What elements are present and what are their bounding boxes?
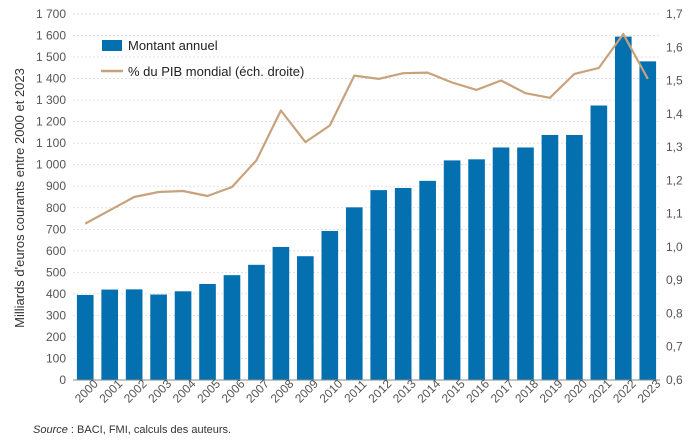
x-tick-label: 2019 <box>537 377 566 406</box>
y2-tick-label: 1,2 <box>666 173 683 187</box>
bar <box>199 283 216 380</box>
bar <box>639 61 657 380</box>
right-axis-ticks: 0,6 0,7 0,8 0,9 1,0 1,1 1,2 1,3 1,4 1,5 1,6 1,7 <box>666 7 683 387</box>
y2-tick-label: 1,7 <box>666 7 683 21</box>
y2-tick-label: 0,6 <box>666 373 683 387</box>
bar <box>566 134 583 380</box>
bar <box>492 147 510 380</box>
x-tick-label: 2007 <box>243 377 272 406</box>
y-tick-label: 700 <box>46 222 66 236</box>
bar <box>297 256 314 380</box>
x-tick-label: 2020 <box>561 377 590 406</box>
y-tick-label: 800 <box>46 201 66 215</box>
gridlines <box>73 13 660 359</box>
legend-label-bar: Montant annuel <box>128 38 218 53</box>
y-tick-label: 200 <box>46 330 66 344</box>
y2-tick-label: 1,5 <box>666 74 683 88</box>
x-tick-label: 2008 <box>268 377 297 406</box>
y-axis-label: Milliards d'euros courants entre 2000 et… <box>12 68 27 328</box>
bar <box>321 231 339 380</box>
source-note: Source : BACI, FMI, calculs des auteurs. <box>33 424 231 436</box>
bar <box>541 134 559 380</box>
bars <box>76 36 657 380</box>
bar <box>248 264 265 380</box>
bar <box>614 36 632 380</box>
bar <box>272 246 290 380</box>
y-tick-label: 400 <box>46 287 66 301</box>
bar <box>468 159 485 380</box>
y-tick-label: 0 <box>59 373 66 387</box>
x-tick-label: 2021 <box>586 377 615 406</box>
x-tick-label: 2017 <box>488 377 517 406</box>
bar <box>443 160 461 380</box>
bar <box>223 275 241 380</box>
x-tick-label: 2011 <box>341 377 369 405</box>
y-tick-label: 1 500 <box>36 50 66 64</box>
bar <box>101 289 119 380</box>
y2-tick-label: 1,0 <box>666 240 683 254</box>
x-tick-label: 2000 <box>72 377 101 406</box>
source-label: Source <box>33 424 68 436</box>
bar <box>76 294 94 380</box>
legend: Montant annuel % du PIB mondial (éch. dr… <box>101 38 304 79</box>
x-axis-ticks: 2000200120022003200420052006200720082009… <box>72 377 664 406</box>
x-tick-label: 2001 <box>96 377 125 406</box>
bar <box>394 187 412 380</box>
x-tick-label: 2023 <box>635 377 664 406</box>
x-tick-label: 2010 <box>317 377 346 406</box>
y-tick-label: 1 400 <box>36 72 66 86</box>
bar <box>419 180 436 380</box>
y2-tick-label: 0,8 <box>666 306 683 320</box>
y-tick-label: 1 700 <box>36 7 66 21</box>
y-tick-label: 100 <box>46 351 66 365</box>
y-tick-label: 900 <box>46 179 66 193</box>
bar <box>370 190 388 380</box>
y-tick-label: 1 600 <box>36 29 66 43</box>
x-tick-label: 2015 <box>439 377 468 406</box>
legend-swatch-bar <box>102 40 122 51</box>
x-tick-label: 2003 <box>145 377 174 406</box>
y-tick-label: 500 <box>46 265 66 279</box>
y2-tick-label: 0,9 <box>666 273 683 287</box>
x-tick-label: 2016 <box>463 377 492 406</box>
x-tick-label: 2013 <box>390 377 419 406</box>
x-tick-label: 2004 <box>170 377 199 406</box>
bar <box>174 291 192 380</box>
y-tick-label: 300 <box>46 308 66 322</box>
y2-tick-label: 1,1 <box>666 207 683 221</box>
x-tick-label: 2018 <box>512 377 541 406</box>
y-tick-label: 1 000 <box>36 158 66 172</box>
y2-tick-label: 1,6 <box>666 40 683 54</box>
x-tick-label: 2012 <box>366 377 395 406</box>
y-tick-label: 1 200 <box>36 115 66 129</box>
y-tick-label: 1 300 <box>36 93 66 107</box>
legend-label-line: % du PIB mondial (éch. droite) <box>128 64 304 79</box>
y2-tick-label: 0,7 <box>666 340 683 354</box>
x-tick-label: 2002 <box>121 377 150 406</box>
bar <box>125 289 143 380</box>
source-text: : BACI, FMI, calculs des auteurs. <box>67 424 232 436</box>
x-tick-label: 2006 <box>219 377 248 406</box>
x-tick-label: 2014 <box>414 377 443 406</box>
bar <box>590 105 608 380</box>
left-axis-ticks: 0 100 200 300 400 500 600 700 800 900 1 000 1 100 1 … <box>36 7 66 387</box>
y-tick-label: 600 <box>46 244 66 258</box>
bar <box>517 147 534 380</box>
series-line <box>84 32 649 225</box>
x-tick-label: 2005 <box>194 377 223 406</box>
x-tick-label: 2009 <box>292 377 321 406</box>
y-tick-label: 1 100 <box>36 136 66 150</box>
y2-tick-label: 1,3 <box>666 140 683 154</box>
bar <box>345 207 363 380</box>
y2-tick-label: 1,4 <box>666 107 683 121</box>
x-tick-label: 2022 <box>610 377 639 406</box>
bar <box>150 294 167 380</box>
